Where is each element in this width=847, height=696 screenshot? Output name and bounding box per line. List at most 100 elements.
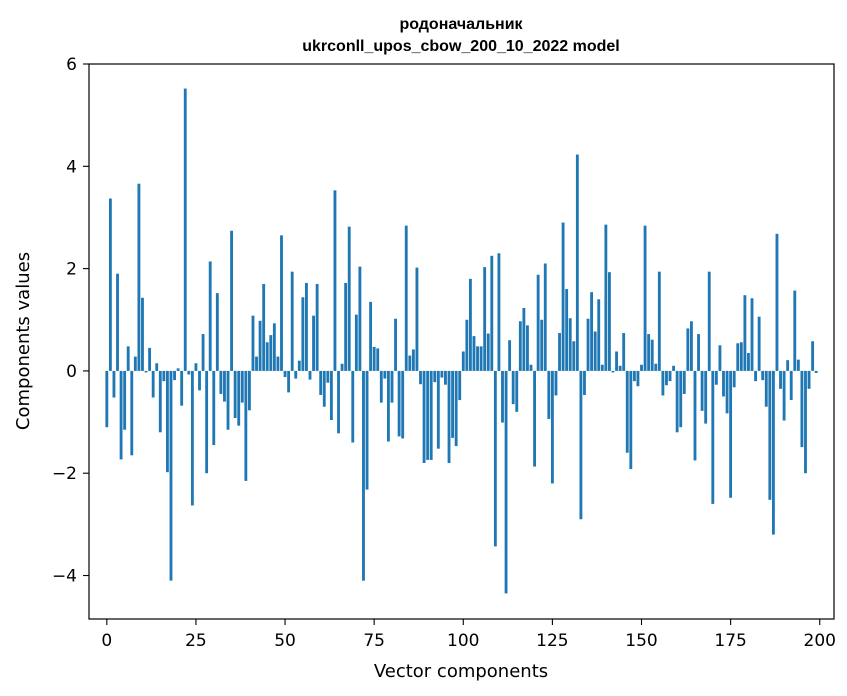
bar	[237, 370, 241, 426]
bar	[354, 314, 358, 371]
bar	[689, 321, 693, 371]
bar	[700, 370, 704, 411]
bar	[112, 370, 116, 398]
bar	[786, 360, 790, 371]
bar	[290, 271, 294, 371]
bar	[668, 370, 672, 382]
bar	[789, 370, 793, 401]
bar	[543, 263, 547, 371]
x-tick-label: 200	[804, 631, 836, 651]
bar	[536, 274, 540, 371]
x-axis-label: Vector components	[374, 661, 548, 682]
bar	[419, 370, 422, 385]
bar	[265, 342, 269, 371]
bar	[650, 339, 654, 371]
bar	[750, 298, 754, 371]
bar	[722, 370, 725, 397]
bar	[119, 370, 123, 460]
bar	[508, 340, 512, 371]
bar	[166, 370, 169, 473]
bar	[444, 370, 447, 385]
bar	[793, 290, 797, 371]
bar	[476, 346, 479, 371]
bar	[497, 253, 501, 371]
bar	[251, 315, 255, 371]
bar	[315, 283, 319, 371]
x-tick-label: 175	[714, 631, 746, 651]
x-tick-label: 0	[101, 631, 112, 651]
bar	[433, 370, 437, 383]
y-tick-label: 4	[66, 157, 77, 177]
bar	[486, 333, 490, 371]
bar	[183, 88, 187, 371]
bar	[590, 292, 594, 371]
bar	[540, 319, 544, 371]
bar	[312, 315, 315, 371]
bar	[458, 370, 462, 401]
bar	[665, 370, 668, 386]
x-tick-label: 50	[274, 631, 296, 651]
bar	[743, 295, 747, 371]
bar	[415, 267, 419, 371]
bar	[608, 272, 611, 371]
bar	[287, 370, 291, 393]
bar	[725, 370, 729, 414]
bar	[365, 370, 369, 490]
bar	[468, 278, 472, 371]
bar	[233, 370, 237, 418]
bar	[572, 341, 576, 371]
bar	[297, 360, 301, 371]
bar	[814, 370, 818, 373]
bar	[116, 273, 119, 371]
bar	[240, 370, 244, 403]
bar	[151, 370, 155, 398]
bar	[190, 370, 194, 506]
bar	[493, 370, 497, 547]
bar	[329, 370, 333, 421]
bar	[729, 370, 733, 498]
y-axis-label: Components values	[13, 252, 34, 430]
bar	[501, 370, 504, 423]
bar	[579, 370, 583, 520]
x-tick-label: 100	[447, 631, 479, 651]
bar	[280, 235, 283, 371]
bar	[162, 370, 166, 382]
bar	[247, 370, 251, 411]
bar	[436, 370, 440, 449]
y-tick-label: 0	[66, 362, 77, 382]
bar	[472, 336, 476, 371]
bar	[333, 190, 337, 371]
bar	[123, 370, 127, 430]
bar	[754, 370, 757, 382]
y-tick-label: 2	[66, 260, 77, 280]
bar	[618, 365, 622, 371]
bar	[736, 343, 740, 371]
y-axis: −4 −2 0 2 4 6	[52, 55, 89, 587]
bar	[675, 370, 679, 433]
bar	[126, 346, 130, 371]
bar	[337, 370, 340, 434]
bar	[615, 351, 618, 371]
bar	[383, 370, 387, 379]
bar	[550, 370, 554, 484]
bar	[533, 370, 536, 467]
bar	[611, 370, 615, 373]
bar	[625, 370, 629, 453]
bar	[308, 370, 312, 380]
bar	[176, 368, 180, 371]
bar	[600, 364, 604, 371]
bar	[130, 370, 134, 456]
bar	[390, 370, 394, 403]
bar	[411, 349, 415, 371]
bar	[757, 316, 761, 371]
bar	[529, 364, 533, 371]
bar	[223, 370, 226, 402]
bar	[711, 370, 715, 504]
bar	[554, 370, 558, 396]
bar	[244, 370, 248, 481]
x-tick-label: 150	[625, 631, 657, 651]
bar	[761, 370, 765, 381]
bar	[461, 351, 465, 371]
bar	[640, 364, 643, 371]
bar	[133, 356, 137, 371]
